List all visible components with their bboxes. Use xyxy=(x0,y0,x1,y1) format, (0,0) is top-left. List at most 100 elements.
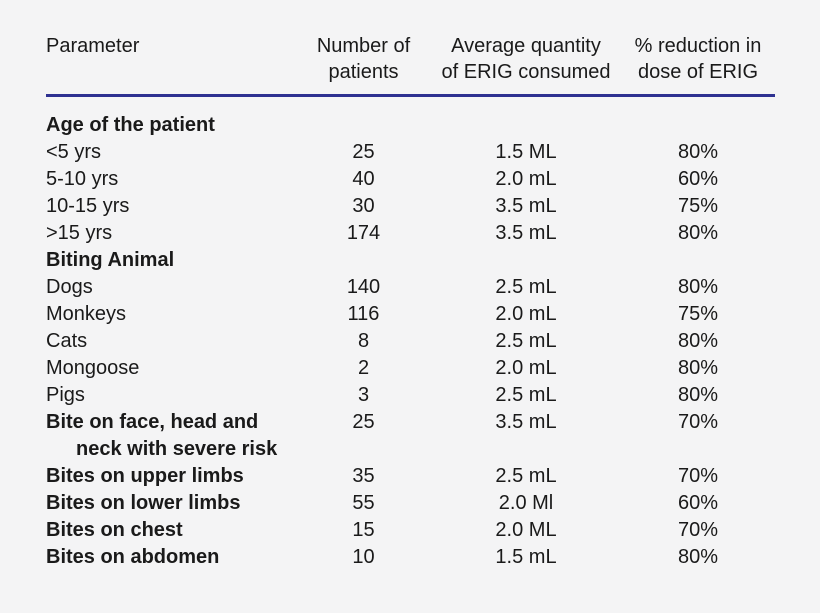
cell-parameter: >15 yrs xyxy=(46,220,296,247)
cell-number-of-patients xyxy=(296,247,431,274)
parameter-label: Bites on lower limbs xyxy=(46,492,241,514)
cell-parameter: Bites on abdomen xyxy=(46,544,296,571)
cell-average-quantity: 1.5 mL xyxy=(495,546,557,568)
cell-number-of-patients: 25 xyxy=(352,141,375,163)
table-row: Pigs 3 2.5 mL 80% xyxy=(46,382,775,409)
cell-average-quantity: 3.5 mL xyxy=(495,195,557,217)
cell-percent-reduction: 80% xyxy=(677,546,719,568)
cell-average-quantity: 2.0 ML xyxy=(495,519,557,541)
cell-percent-reduction xyxy=(621,96,775,140)
cell-percent-reduction: 80% xyxy=(677,330,719,352)
cell-average-quantity xyxy=(431,247,621,274)
cell-parameter: Monkeys xyxy=(46,301,296,328)
table-row: Cats 8 2.5 mL 80% xyxy=(46,328,775,355)
cell-number-of-patients: 174 xyxy=(346,222,381,244)
cell-percent-reduction: 75% xyxy=(677,303,719,325)
cell-parameter: Cats xyxy=(46,328,296,355)
parameter-label: Pigs xyxy=(46,384,85,406)
cell-parameter: Bites on chest xyxy=(46,517,296,544)
cell-parameter: 10-15 yrs xyxy=(46,193,296,220)
cell-parameter: Dogs xyxy=(46,274,296,301)
cell-number-of-patients xyxy=(296,96,431,140)
table-row: Monkeys 116 2.0 mL 75% xyxy=(46,301,775,328)
column-header-percent-reduction: % reduction in dose of ERIG xyxy=(621,33,775,97)
cell-percent-reduction xyxy=(621,247,775,274)
parameter-label: Bite on face, head and xyxy=(46,411,259,433)
table-row: Biting Animal xyxy=(46,247,775,274)
cell-average-quantity: 2.0 mL xyxy=(495,303,557,325)
parameter-label: Bites on chest xyxy=(46,519,183,541)
table-row: Bites on chest 15 2.0 ML 70% xyxy=(46,517,775,544)
table-figure: Parameter Number of patients Average qua… xyxy=(46,33,775,571)
cell-parameter: Bites on upper limbs xyxy=(46,463,296,490)
cell-average-quantity: 2.0 Ml xyxy=(498,492,554,514)
cell-percent-reduction: 70% xyxy=(677,411,719,433)
cell-average-quantity: 2.0 mL xyxy=(495,168,557,190)
cell-number-of-patients: 35 xyxy=(352,465,375,487)
cell-percent-reduction: 80% xyxy=(677,357,719,379)
parameter-label: Cats xyxy=(46,330,88,352)
cell-average-quantity xyxy=(431,96,621,140)
table-row: 10-15 yrs 30 3.5 mL 75% xyxy=(46,193,775,220)
cell-number-of-patients: 55 xyxy=(352,492,375,514)
cell-parameter: 5-10 yrs xyxy=(46,166,296,193)
table-row: Bites on upper limbs 35 2.5 mL 70% xyxy=(46,463,775,490)
column-header-parameter: Parameter xyxy=(46,33,296,97)
table-row: 5-10 yrs 40 2.0 mL 60% xyxy=(46,166,775,193)
parameter-label: Bites on upper limbs xyxy=(46,465,244,487)
parameter-label: 5-10 yrs xyxy=(46,168,119,190)
cell-number-of-patients: 8 xyxy=(357,330,370,352)
cell-percent-reduction: 70% xyxy=(677,519,719,541)
cell-average-quantity: 2.0 mL xyxy=(495,357,557,379)
parameter-label: 10-15 yrs xyxy=(46,195,130,217)
cell-percent-reduction: 80% xyxy=(677,384,719,406)
cell-percent-reduction: 80% xyxy=(677,141,719,163)
parameter-label: Age of the patient xyxy=(46,114,215,136)
cell-number-of-patients: 40 xyxy=(352,168,375,190)
header-row: Parameter Number of patients Average qua… xyxy=(46,33,775,97)
cell-percent-reduction: 60% xyxy=(677,168,719,190)
cell-parameter: Pigs xyxy=(46,382,296,409)
cell-average-quantity: 2.5 mL xyxy=(495,465,557,487)
cell-parameter: Bites on lower limbs xyxy=(46,490,296,517)
erig-dose-table: Parameter Number of patients Average qua… xyxy=(46,33,775,571)
table-row: Bite on face, head and neck with severe … xyxy=(46,409,775,463)
table-row: Bites on abdomen 10 1.5 mL 80% xyxy=(46,544,775,571)
table-row: <5 yrs 25 1.5 ML 80% xyxy=(46,139,775,166)
cell-parameter: <5 yrs xyxy=(46,139,296,166)
parameter-label: Bites on abdomen xyxy=(46,546,220,568)
parameter-label: Monkeys xyxy=(46,303,127,325)
cell-parameter: Mongoose xyxy=(46,355,296,382)
cell-parameter: Bite on face, head and neck with severe … xyxy=(46,409,296,463)
cell-parameter: Age of the patient xyxy=(46,96,296,140)
column-header-average-quantity-erig: Average quantity of ERIG consumed xyxy=(431,33,621,97)
parameter-label: Mongoose xyxy=(46,357,140,379)
cell-number-of-patients: 25 xyxy=(352,411,375,433)
table-header: Parameter Number of patients Average qua… xyxy=(46,33,775,97)
parameter-label: Dogs xyxy=(46,276,93,298)
cell-percent-reduction: 80% xyxy=(677,276,719,298)
cell-percent-reduction: 60% xyxy=(677,492,719,514)
cell-number-of-patients: 3 xyxy=(357,384,370,406)
cell-average-quantity: 3.5 mL xyxy=(495,222,557,244)
cell-number-of-patients: 30 xyxy=(352,195,375,217)
cell-average-quantity: 1.5 ML xyxy=(495,141,557,163)
table-row: Dogs 140 2.5 mL 80% xyxy=(46,274,775,301)
cell-number-of-patients: 2 xyxy=(357,357,370,379)
cell-number-of-patients: 116 xyxy=(347,303,380,325)
cell-percent-reduction: 80% xyxy=(677,222,719,244)
cell-percent-reduction: 75% xyxy=(677,195,719,217)
cell-number-of-patients: 10 xyxy=(352,546,375,568)
cell-average-quantity: 3.5 mL xyxy=(495,411,557,433)
cell-number-of-patients: 15 xyxy=(352,519,375,541)
parameter-label: Biting Animal xyxy=(46,249,175,271)
table-row: Age of the patient xyxy=(46,96,775,140)
table-row: Bites on lower limbs 55 2.0 Ml 60% xyxy=(46,490,775,517)
table-row: >15 yrs 174 3.5 mL 80% xyxy=(46,220,775,247)
cell-percent-reduction: 70% xyxy=(677,465,719,487)
table-body: Age of the patient <5 yrs 25 1.5 ML 80% … xyxy=(46,96,775,572)
parameter-label: >15 yrs xyxy=(46,222,113,244)
parameter-label: <5 yrs xyxy=(46,141,102,163)
cell-average-quantity: 2.5 mL xyxy=(495,276,557,298)
column-header-number-of-patients: Number of patients xyxy=(296,33,431,97)
